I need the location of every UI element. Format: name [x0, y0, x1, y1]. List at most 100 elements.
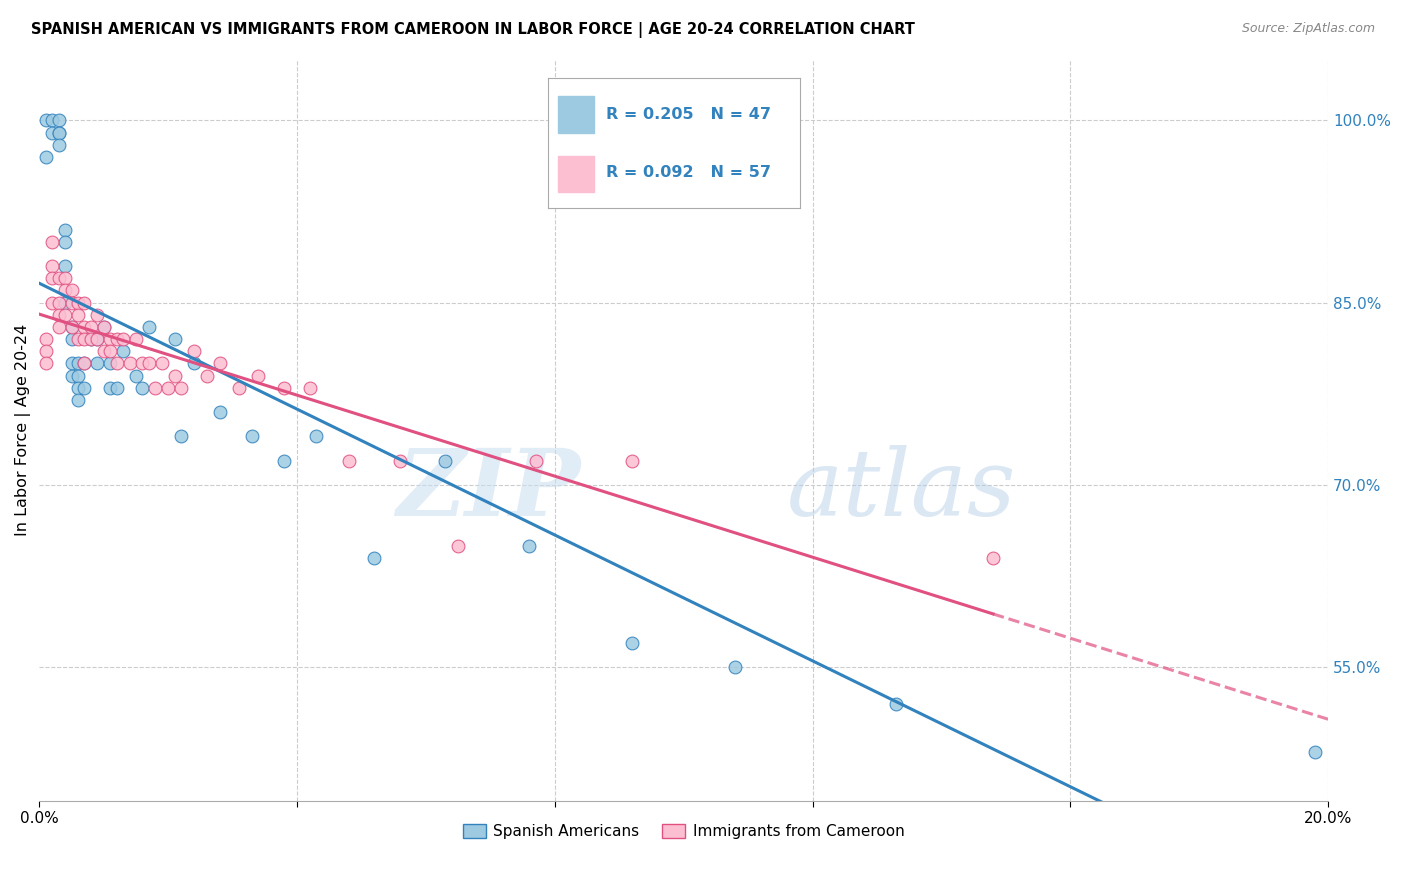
- Point: [447, 539, 470, 553]
- Point: [60, 332, 83, 346]
- Point: [98, 344, 121, 359]
- Point: [60, 284, 83, 298]
- Point: [66, 295, 89, 310]
- Point: [98, 332, 121, 346]
- Point: [170, 429, 193, 443]
- Point: [1303, 745, 1326, 759]
- Point: [53, 271, 76, 285]
- Text: ZIP: ZIP: [396, 444, 581, 534]
- Point: [66, 381, 89, 395]
- Point: [724, 660, 747, 674]
- Text: atlas: atlas: [787, 444, 1017, 534]
- Point: [621, 636, 644, 650]
- Point: [208, 356, 231, 370]
- Point: [363, 550, 385, 565]
- Point: [150, 356, 173, 370]
- Point: [98, 381, 121, 395]
- Point: [53, 259, 76, 273]
- Point: [35, 344, 58, 359]
- Point: [80, 320, 103, 334]
- Point: [35, 150, 58, 164]
- Point: [143, 381, 166, 395]
- Point: [48, 137, 70, 152]
- Point: [434, 453, 457, 467]
- Point: [41, 235, 63, 249]
- Point: [131, 356, 153, 370]
- Point: [73, 320, 96, 334]
- Point: [195, 368, 218, 383]
- Point: [93, 320, 115, 334]
- Point: [41, 126, 63, 140]
- Point: [80, 332, 103, 346]
- Point: [86, 308, 108, 322]
- Point: [228, 381, 250, 395]
- Point: [105, 332, 128, 346]
- Point: [886, 697, 908, 711]
- Text: SPANISH AMERICAN VS IMMIGRANTS FROM CAMEROON IN LABOR FORCE | AGE 20-24 CORRELAT: SPANISH AMERICAN VS IMMIGRANTS FROM CAME…: [31, 22, 915, 38]
- Point: [86, 356, 108, 370]
- Point: [337, 453, 360, 467]
- Point: [298, 381, 321, 395]
- Point: [41, 271, 63, 285]
- Point: [48, 308, 70, 322]
- Point: [138, 320, 160, 334]
- Point: [524, 453, 547, 467]
- Point: [273, 453, 295, 467]
- Point: [208, 405, 231, 419]
- Point: [48, 271, 70, 285]
- Point: [170, 381, 193, 395]
- Point: [48, 126, 70, 140]
- Point: [41, 113, 63, 128]
- Point: [66, 368, 89, 383]
- Point: [981, 550, 1004, 565]
- Point: [105, 356, 128, 370]
- Point: [35, 356, 58, 370]
- Point: [86, 332, 108, 346]
- Point: [112, 344, 135, 359]
- Point: [163, 332, 186, 346]
- Point: [66, 392, 89, 407]
- Legend: Spanish Americans, Immigrants from Cameroon: Spanish Americans, Immigrants from Camer…: [457, 818, 911, 845]
- Point: [118, 356, 141, 370]
- Point: [86, 332, 108, 346]
- Point: [73, 356, 96, 370]
- Point: [621, 453, 644, 467]
- Point: [48, 126, 70, 140]
- Point: [35, 332, 58, 346]
- Point: [60, 368, 83, 383]
- Point: [131, 381, 153, 395]
- Point: [73, 356, 96, 370]
- Point: [157, 381, 180, 395]
- Point: [389, 453, 412, 467]
- Point: [98, 356, 121, 370]
- Point: [60, 320, 83, 334]
- Point: [183, 344, 205, 359]
- Point: [66, 332, 89, 346]
- Point: [53, 308, 76, 322]
- Point: [53, 223, 76, 237]
- Point: [53, 235, 76, 249]
- Point: [73, 332, 96, 346]
- Point: [66, 356, 89, 370]
- Point: [48, 113, 70, 128]
- Point: [305, 429, 328, 443]
- Point: [60, 295, 83, 310]
- Point: [41, 295, 63, 310]
- Point: [125, 332, 148, 346]
- Point: [138, 356, 160, 370]
- Point: [125, 368, 148, 383]
- Point: [273, 381, 295, 395]
- Point: [73, 381, 96, 395]
- Point: [48, 320, 70, 334]
- Point: [35, 113, 58, 128]
- Point: [66, 308, 89, 322]
- Point: [105, 381, 128, 395]
- Point: [163, 368, 186, 383]
- Point: [80, 332, 103, 346]
- Point: [93, 344, 115, 359]
- Point: [60, 320, 83, 334]
- Point: [517, 539, 540, 553]
- Point: [112, 332, 135, 346]
- Point: [53, 295, 76, 310]
- Point: [240, 429, 263, 443]
